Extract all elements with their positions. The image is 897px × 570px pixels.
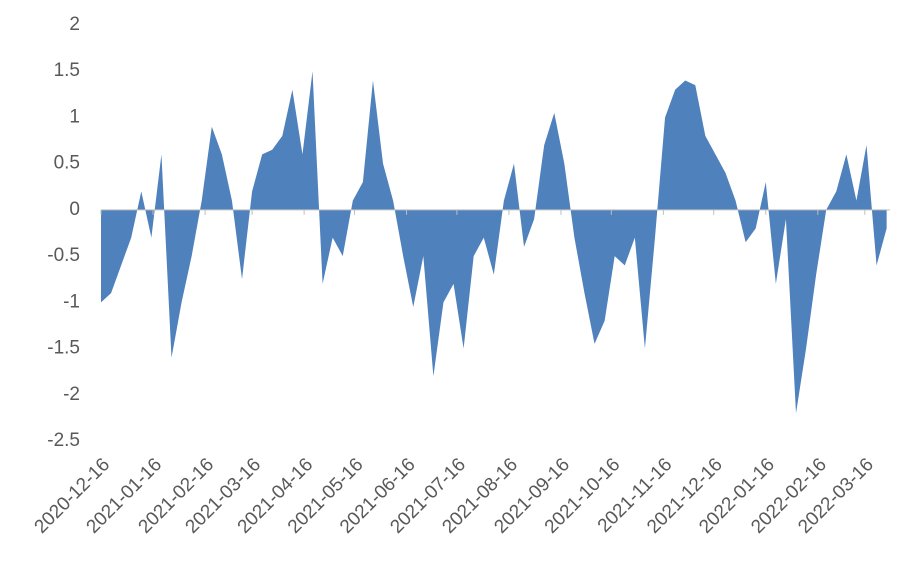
y-tick-label: 2 [69, 14, 80, 35]
y-tick-label: 0.5 [54, 153, 80, 174]
y-tick-label: 1 [69, 106, 80, 127]
y-tick-label: -2.5 [47, 430, 80, 451]
y-tick-label: -0.5 [47, 245, 80, 266]
y-tick-label: -1.5 [47, 338, 80, 359]
area [101, 71, 887, 414]
y-tick-label: -1 [63, 291, 80, 312]
y-tick-label: -2 [63, 384, 80, 405]
y-tick-label: 0 [69, 199, 80, 220]
y-tick-label: 1.5 [54, 60, 80, 81]
